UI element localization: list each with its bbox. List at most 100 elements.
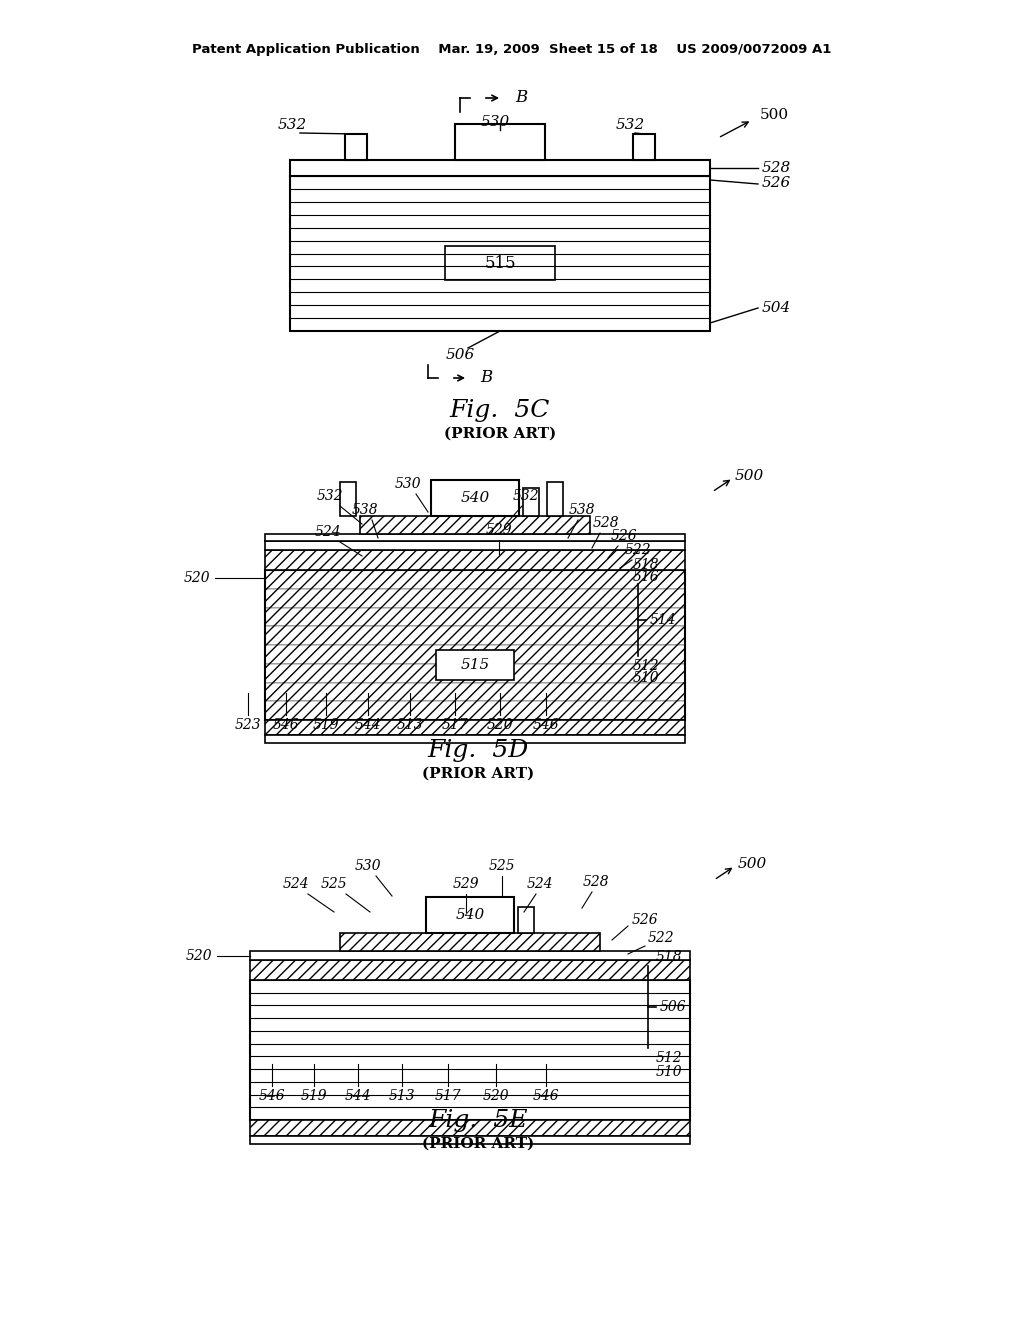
Text: 525: 525 [488,859,515,873]
Text: 516: 516 [633,570,659,583]
Bar [340,482,356,516]
Text: 520: 520 [486,718,513,733]
Bar [265,570,685,589]
Bar [265,701,685,719]
Text: 523: 523 [234,718,261,733]
Text: 522: 522 [648,931,675,945]
Bar [250,950,690,960]
Text: 528: 528 [593,516,620,531]
Bar [265,607,685,626]
Text: 529: 529 [453,876,479,891]
Text: 524: 524 [314,525,341,539]
Text: 546: 546 [532,1089,559,1104]
Text: 520: 520 [482,1089,509,1104]
Bar [340,933,600,950]
Bar [265,535,685,541]
Text: 504: 504 [762,301,792,315]
Bar [265,541,685,550]
Text: Fig.  5E: Fig. 5E [428,1109,527,1131]
Bar [265,735,685,743]
Bar [360,516,590,535]
Text: 500: 500 [738,857,767,871]
Text: 512: 512 [633,659,659,673]
Text: 519: 519 [301,1089,328,1104]
Bar [436,649,514,680]
Text: Fig.  5D: Fig. 5D [427,738,528,762]
Text: 500: 500 [735,469,764,483]
Bar [547,482,563,516]
Text: 532: 532 [615,117,645,132]
Text: 528: 528 [762,161,792,176]
Text: 525: 525 [321,876,347,891]
Bar [265,682,685,701]
Text: 524: 524 [526,876,553,891]
Text: Patent Application Publication    Mar. 19, 2009  Sheet 15 of 18    US 2009/00720: Patent Application Publication Mar. 19, … [193,44,831,57]
Text: 513: 513 [396,718,423,733]
Text: 540: 540 [461,491,489,506]
Text: 532: 532 [513,488,540,503]
Bar [250,979,690,1119]
Text: 517: 517 [434,1089,462,1104]
Text: 513: 513 [389,1089,416,1104]
Bar [455,124,545,160]
Bar [265,550,685,570]
Text: 546: 546 [272,718,299,733]
Bar [265,719,685,735]
Text: (PRIOR ART): (PRIOR ART) [443,426,556,441]
Text: 546: 546 [259,1089,286,1104]
Text: 506: 506 [660,1001,687,1014]
Bar [345,135,367,160]
Text: 517: 517 [441,718,468,733]
Bar [265,664,685,682]
Text: B: B [480,370,493,387]
Text: 518: 518 [656,950,683,964]
Text: 528: 528 [583,875,609,888]
Bar [445,246,555,280]
Text: 530: 530 [394,477,421,491]
Text: 506: 506 [445,348,475,362]
Text: 538: 538 [568,503,595,517]
Bar [250,960,690,979]
Text: 522: 522 [625,543,651,557]
Text: 526: 526 [610,529,637,543]
Text: B: B [515,90,527,107]
Text: 526: 526 [762,176,792,190]
Text: 510: 510 [656,1065,683,1078]
Text: 532: 532 [316,488,343,503]
Bar [265,570,685,719]
Text: 524: 524 [283,876,309,891]
Text: 532: 532 [278,117,306,132]
Text: 514: 514 [650,612,677,627]
Text: 519: 519 [312,718,339,733]
Text: 510: 510 [633,671,659,685]
Text: 518: 518 [633,558,659,572]
Text: 530: 530 [480,115,510,129]
Bar [250,1137,690,1144]
Text: Fig.  5C: Fig. 5C [450,399,550,421]
Bar [290,176,710,331]
Bar [250,1119,690,1137]
Text: 515: 515 [484,255,516,272]
Text: 515: 515 [461,657,489,672]
Bar [431,480,519,516]
Text: (PRIOR ART): (PRIOR ART) [422,767,535,781]
Bar [426,898,514,933]
Bar [290,160,710,176]
Bar [265,589,685,607]
Bar [265,645,685,664]
Text: 544: 544 [354,718,381,733]
Text: 529: 529 [485,523,512,537]
Text: 530: 530 [354,859,381,873]
Text: 520: 520 [183,572,210,585]
Text: 540: 540 [456,908,484,921]
Text: 526: 526 [632,913,658,927]
Bar [518,907,534,933]
Text: (PRIOR ART): (PRIOR ART) [422,1137,535,1151]
Bar [523,488,539,516]
Bar [265,626,685,645]
Text: 544: 544 [345,1089,372,1104]
Text: 512: 512 [656,1051,683,1065]
Bar [633,135,655,160]
Text: 500: 500 [760,108,790,121]
Text: 538: 538 [351,503,378,517]
